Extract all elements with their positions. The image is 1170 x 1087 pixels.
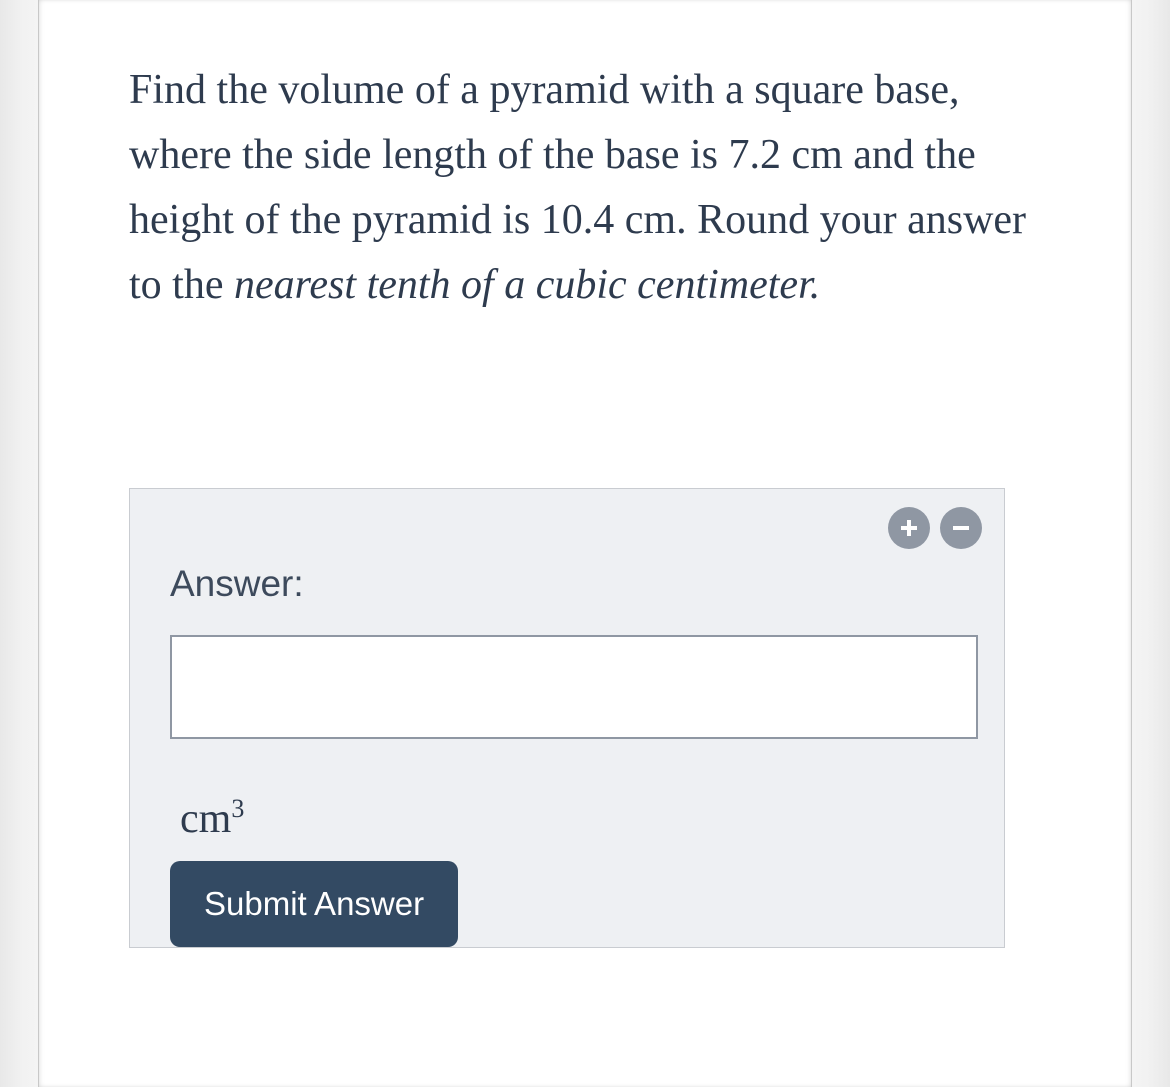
- plus-icon: [899, 518, 919, 538]
- answer-input[interactable]: [170, 635, 978, 739]
- unit-label: cm3: [180, 794, 964, 843]
- zoom-in-button[interactable]: [888, 507, 930, 549]
- question-card: Find the volume of a pyramid with a squa…: [38, 0, 1132, 1087]
- question-part-italic: nearest tenth of a cubic centimeter.: [234, 262, 820, 308]
- minus-icon: [951, 518, 971, 538]
- zoom-controls: [888, 507, 982, 549]
- submit-answer-button[interactable]: Submit Answer: [170, 861, 458, 947]
- question-text: Find the volume of a pyramid with a squa…: [129, 58, 1041, 318]
- side-length-value: 7.2: [728, 132, 781, 178]
- page-frame: Find the volume of a pyramid with a squa…: [0, 0, 1170, 1087]
- zoom-out-button[interactable]: [940, 507, 982, 549]
- height-value: 10.4: [541, 197, 615, 243]
- unit-exponent: 3: [231, 794, 244, 823]
- answer-panel: Answer: cm3 Submit Answer: [129, 488, 1005, 948]
- unit-base: cm: [180, 796, 231, 842]
- answer-label: Answer:: [170, 563, 964, 605]
